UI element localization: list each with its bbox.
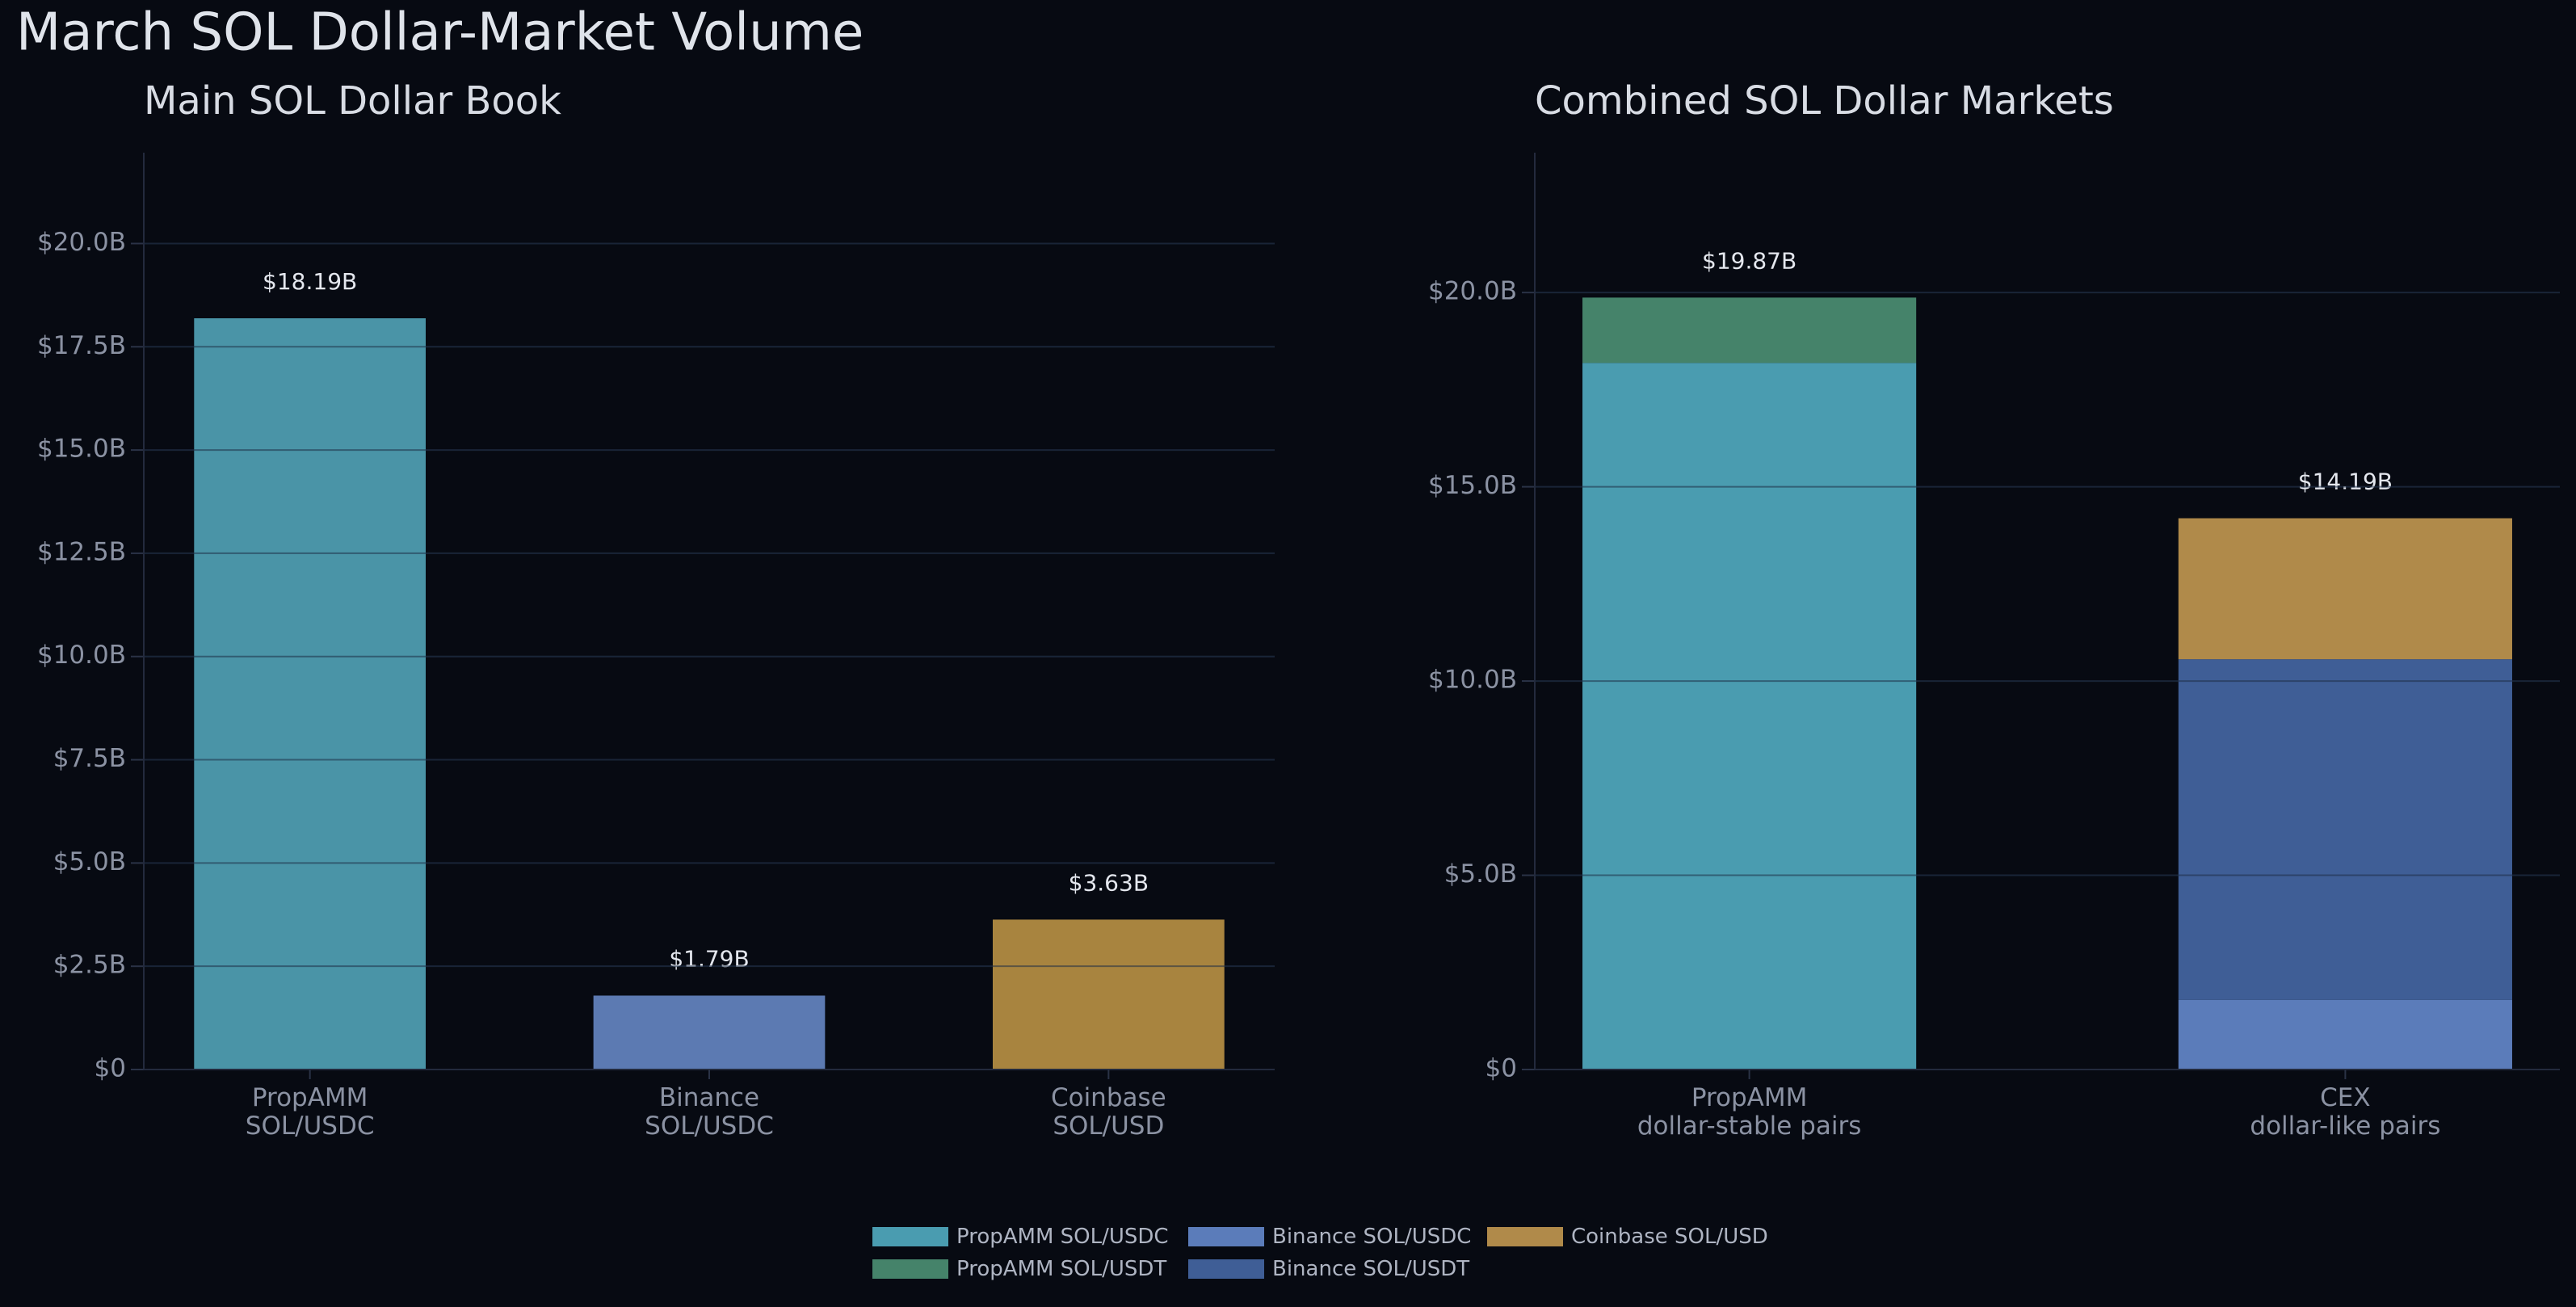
x-tick-label: Binance SOL/USDC	[645, 1083, 774, 1141]
y-tick-label: $2.5B	[53, 951, 126, 980]
legend-swatch	[872, 1259, 948, 1279]
value-label: $18.19B	[263, 268, 357, 295]
value-label: $1.79B	[669, 945, 749, 972]
y-tick-label: $10.0B	[37, 641, 126, 670]
bar-segment	[1582, 297, 1917, 364]
value-label: $3.63B	[1069, 869, 1149, 896]
bar	[992, 919, 1225, 1070]
chart-subtitle: Main SOL Dollar Book	[144, 78, 561, 124]
legend-label: Coinbase SOL/USD	[1571, 1225, 1768, 1249]
x-tick-label: PropAMM SOL/USDC	[245, 1083, 375, 1141]
legend-swatch	[1487, 1227, 1563, 1246]
y-tick-label: $10.0B	[1428, 666, 1517, 695]
y-tick-label: $7.5B	[53, 744, 126, 773]
x-tick-label: Coinbase SOL/USD	[1050, 1083, 1166, 1141]
y-tick-label: $0	[95, 1054, 126, 1083]
y-tick-label: $0	[1486, 1054, 1517, 1083]
legend-item: Binance SOL/USDT	[1188, 1257, 1469, 1281]
bar	[194, 318, 427, 1070]
y-tick-label: $15.0B	[37, 435, 126, 464]
legend-label: Binance SOL/USDC	[1272, 1225, 1472, 1249]
y-tick-label: $5.0B	[53, 847, 126, 876]
legend-item: Coinbase SOL/USD	[1487, 1225, 1768, 1249]
page-title: March SOL Dollar-Market Volume	[16, 3, 864, 63]
legend-swatch	[1188, 1259, 1264, 1279]
y-tick-label: $15.0B	[1428, 471, 1517, 500]
x-tick-label: CEX dollar-like pairs	[2250, 1083, 2441, 1141]
legend-item: PropAMM SOL/USDT	[872, 1257, 1166, 1281]
y-tick-label: $17.5B	[37, 331, 126, 360]
legend-swatch	[872, 1227, 948, 1246]
y-tick-label: $20.0B	[37, 228, 126, 257]
bar-segment	[2178, 659, 2512, 1000]
legend-label: PropAMM SOL/USDC	[956, 1225, 1169, 1249]
legend-label: Binance SOL/USDT	[1272, 1257, 1470, 1281]
bar-segment	[2178, 518, 2512, 660]
y-tick-label: $20.0B	[1428, 277, 1517, 306]
chart-subtitle: Combined SOL Dollar Markets	[1535, 78, 2114, 124]
legend-item: PropAMM SOL/USDC	[872, 1225, 1169, 1249]
total-label: $19.87B	[1702, 247, 1796, 274]
bar-segment	[2178, 999, 2512, 1070]
y-tick-label: $12.5B	[37, 537, 126, 566]
total-label: $14.19B	[2298, 469, 2393, 495]
legend-label: PropAMM SOL/USDT	[956, 1257, 1167, 1281]
x-tick-label: PropAMM dollar-stable pairs	[1637, 1083, 1862, 1141]
bar	[593, 995, 826, 1070]
legend-swatch	[1188, 1227, 1264, 1246]
y-tick-label: $5.0B	[1444, 859, 1517, 889]
legend-item: Binance SOL/USDC	[1188, 1225, 1471, 1249]
bar-segment	[1582, 363, 1917, 1070]
